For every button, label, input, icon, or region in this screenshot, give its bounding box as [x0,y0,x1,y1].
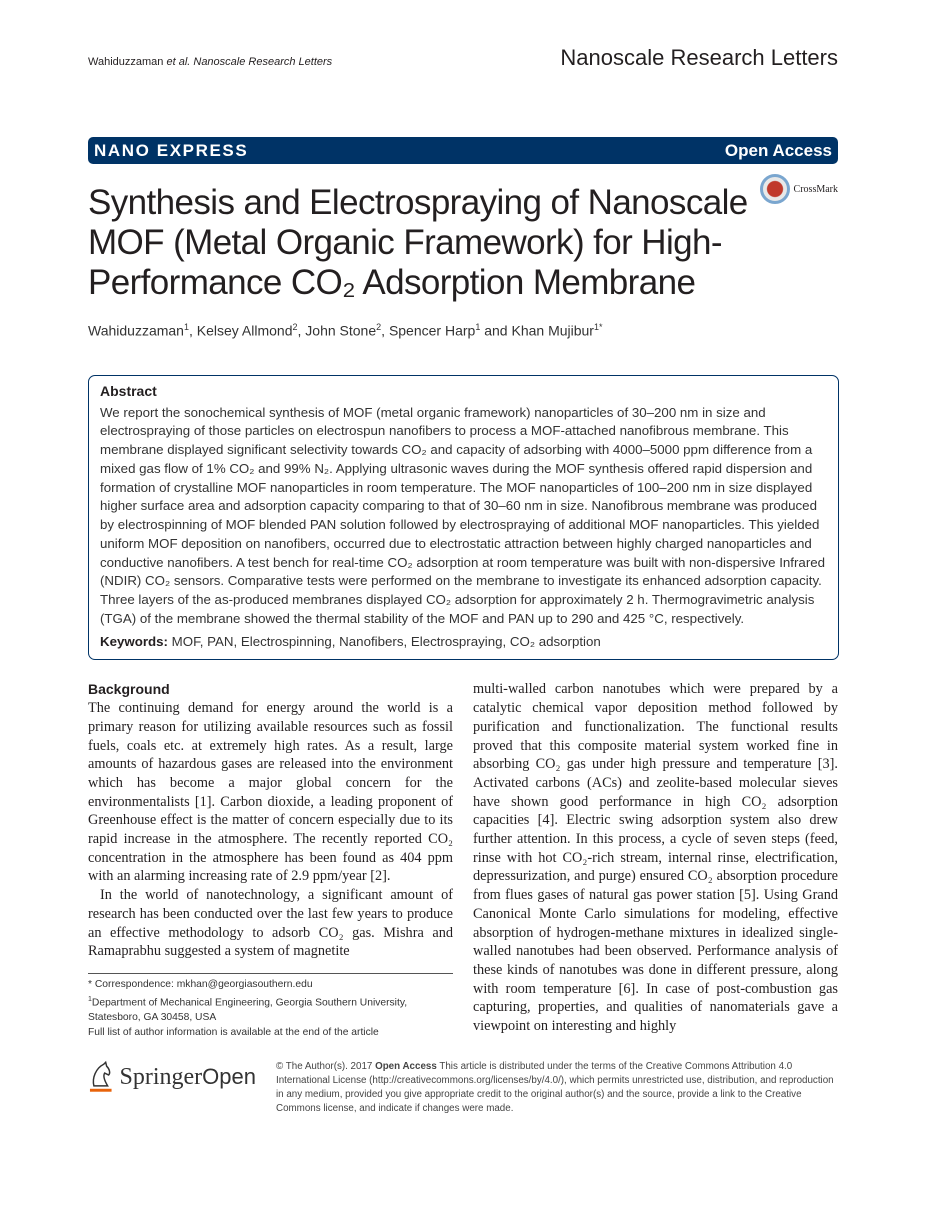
crossmark-button[interactable]: CrossMark [759,174,838,204]
license-notice: © The Author(s). 2017 Open Access This a… [276,1060,838,1116]
affiliation-mark: 2 [292,322,298,332]
paragraph: In the world of nanotechnology, a signif… [88,887,453,960]
keywords-label: Keywords: [100,633,168,649]
abstract-box: Abstract We report the sonochemical synt… [88,374,839,661]
running-head: Wahiduzzaman et al. Nanoscale Research L… [88,56,332,72]
affiliation-mark: 1 [183,322,189,332]
page: Wahiduzzaman et al. Nanoscale Research L… [88,44,839,1116]
correspondence: * Correspondence: mkhan@georgiasouthern.… [88,978,313,990]
page-footer: SpringerOpen © The Author(s). 2017 Open … [88,1060,838,1116]
page-header: Wahiduzzaman et al. Nanoscale Research L… [88,44,838,72]
body-column-left: Background The continuing demand for ene… [88,680,453,1040]
open-access-tag: Open Access [375,1061,437,1073]
spacer [88,961,453,973]
affiliation-mark: 1* [593,322,603,332]
keywords: Keywords: MOF, PAN, Electrospinning, Nan… [100,633,827,652]
journal-name: Nanoscale Research Letters [560,45,838,70]
article-title: Synthesis and Electrospraying of Nanosca… [88,183,748,302]
separator: , [189,322,197,339]
paragraph: The continuing demand for energy around … [88,700,453,885]
running-head-journal: et al. Nanoscale Research Letters [166,56,333,68]
author-info-note: Full list of author information is avail… [88,1027,379,1039]
affiliation-mark: 1 [475,322,481,332]
body-columns: Background The continuing demand for ene… [88,680,838,1040]
springer-open-logo: SpringerOpen [88,1060,256,1094]
separator: , [297,322,306,339]
crossmark-icon [759,174,790,204]
separator: and [480,322,512,339]
body-column-right: multi-walled carbon nanotubes which were… [473,680,838,1040]
affiliation-text: Department of Mechanical Engineering, Ge… [88,997,408,1024]
springer-open-wordmark: SpringerOpen [120,1064,256,1091]
section-banner: NANO EXPRESS Open Access [88,137,838,164]
author: Wahiduzzaman [88,322,184,339]
keywords-list: MOF, PAN, Electrospinning, Nanofibers, E… [167,633,601,649]
abstract-heading: Abstract [100,382,157,399]
affiliation-mark: 2 [376,322,382,332]
author: Spencer Harp [388,322,476,339]
open-access-label: Open Access [724,140,832,160]
author: John Stone [305,322,377,339]
section-heading: Background [88,681,170,698]
author-list: Wahiduzzaman1, Kelsey Allmond2, John Sto… [88,317,838,341]
affiliation-mark: 1 [88,995,92,1003]
separator: , [381,322,389,339]
copyright: © The Author(s). 2017 [276,1061,376,1073]
license-text: This article is distributed under the te… [276,1061,834,1115]
affiliation: 1Department of Mechanical Engineering, G… [88,992,453,1025]
section-label: NANO EXPRESS [94,140,249,160]
running-head-authors: Wahiduzzaman [88,56,164,68]
author: Kelsey Allmond [196,322,293,339]
paragraph: multi-walled carbon nanotubes which were… [473,681,838,1035]
footnote: * Correspondence: mkhan@georgiasouthern.… [88,972,453,1040]
springer-horse-icon [89,1061,112,1093]
abstract-text: We report the sonochemical synthesis of … [100,404,826,626]
open-wordmark: Open [202,1063,256,1089]
author: Khan Mujibur [511,322,594,339]
title-row: Synthesis and Electrospraying of Nanosca… [88,174,838,303]
springer-wordmark: Springer [119,1063,203,1090]
crossmark-label: CrossMark [793,183,838,195]
